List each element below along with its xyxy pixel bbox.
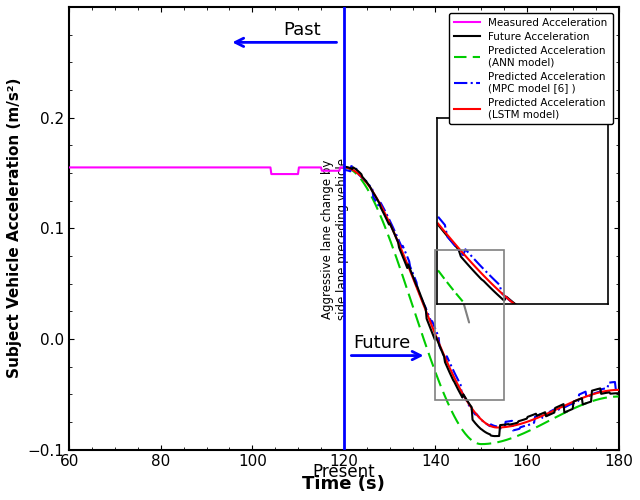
Bar xyxy=(435,250,504,400)
Text: Present: Present xyxy=(312,463,375,481)
Text: Future: Future xyxy=(353,334,410,352)
X-axis label: Time (s): Time (s) xyxy=(303,475,385,493)
Y-axis label: Subject Vehicle Acceleration (m/s²): Subject Vehicle Acceleration (m/s²) xyxy=(7,78,22,378)
Legend: Measured Acceleration, Future Acceleration, Predicted Acceleration
(ANN model), : Measured Acceleration, Future Accelerati… xyxy=(449,12,613,124)
Text: Aggressive lane change by
side lane preceding vehicle: Aggressive lane change by side lane prec… xyxy=(321,158,349,320)
Text: Past: Past xyxy=(284,21,321,39)
